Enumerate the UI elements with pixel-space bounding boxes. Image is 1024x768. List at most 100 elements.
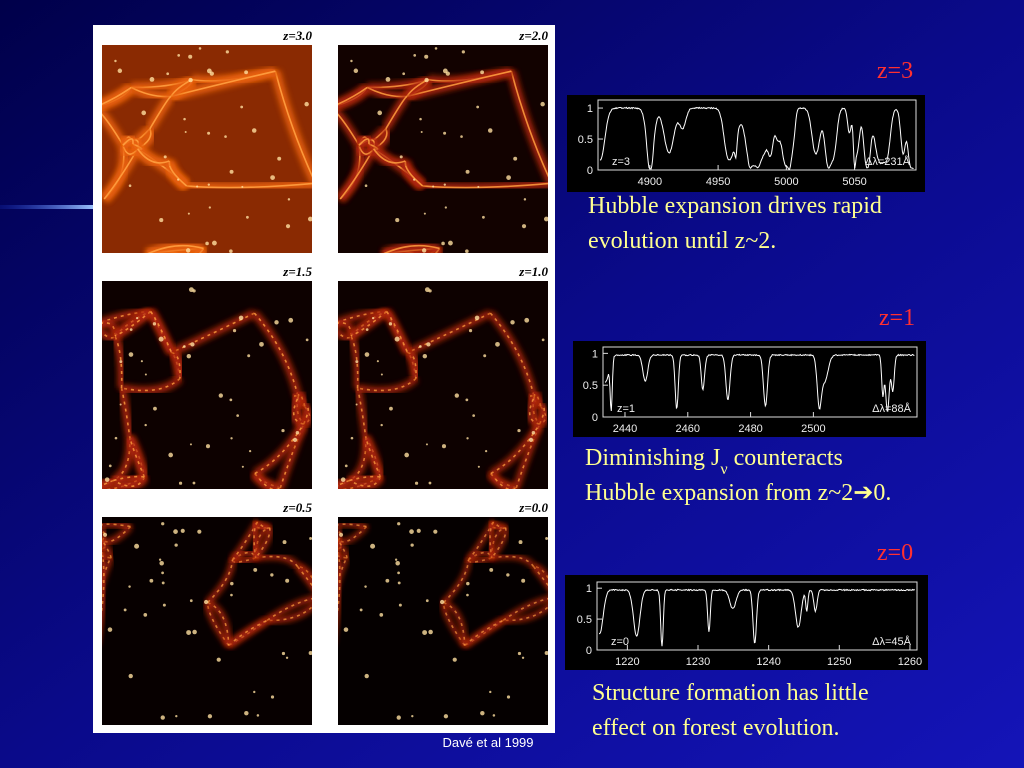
halo	[281, 428, 285, 433]
filament-core	[407, 312, 491, 354]
halo	[409, 529, 414, 534]
halo	[178, 481, 183, 485]
x-tick-label: 4900	[638, 176, 662, 188]
halo	[161, 571, 164, 575]
filament-core	[422, 182, 548, 189]
halo	[196, 185, 199, 188]
halo	[229, 169, 234, 174]
halo	[160, 715, 165, 720]
halo	[443, 183, 446, 186]
halo	[396, 715, 401, 720]
filament-core	[255, 555, 299, 568]
filament-core	[538, 405, 545, 425]
halo	[439, 599, 445, 605]
halo	[454, 393, 460, 398]
y-tick-label: 0	[587, 165, 593, 177]
halo	[159, 560, 164, 566]
halo	[489, 567, 494, 572]
halo	[180, 528, 185, 533]
halo	[123, 608, 127, 612]
halo	[380, 373, 383, 376]
halo	[466, 581, 470, 586]
y-tick-label: 1	[586, 583, 592, 595]
spectrum-redshift: z=3	[877, 58, 913, 84]
halo	[340, 477, 346, 482]
filament-core	[407, 351, 417, 379]
filament-core	[443, 559, 470, 604]
halo	[270, 175, 275, 180]
y-tick-label: 1	[592, 348, 598, 360]
filament-core	[406, 70, 512, 98]
filament-glow	[265, 595, 312, 623]
panel-label: z=1.5	[282, 264, 312, 279]
halo	[205, 444, 211, 449]
halo	[419, 117, 422, 121]
caption-text: ν	[720, 461, 727, 478]
halo	[380, 423, 383, 427]
caption-text: counteracts	[728, 445, 843, 471]
filament-core	[338, 526, 368, 543]
filament-core	[102, 549, 111, 559]
halo	[474, 315, 480, 321]
halo	[489, 690, 492, 694]
halo	[389, 406, 393, 411]
inner-redshift: z=1	[617, 403, 635, 415]
halo	[285, 656, 289, 659]
halo	[188, 54, 193, 59]
halo	[184, 130, 187, 133]
halo	[433, 529, 438, 534]
halo	[414, 481, 419, 485]
halo	[244, 710, 249, 716]
halo	[186, 353, 192, 359]
halo	[230, 581, 234, 586]
filament-core	[358, 138, 370, 146]
filament-core	[442, 602, 466, 646]
halo	[428, 481, 432, 485]
halo	[350, 59, 353, 63]
halo	[292, 437, 298, 442]
halo	[282, 540, 287, 545]
halo	[476, 105, 480, 109]
halo	[163, 155, 167, 159]
y-tick-label: 0.5	[577, 614, 592, 626]
caption-text: 0.	[873, 480, 891, 506]
caption-text: Hubble expansion from z~2	[585, 480, 853, 506]
halo	[364, 184, 368, 188]
halo	[161, 522, 165, 526]
halo	[144, 373, 147, 376]
x-tick-label: 1260	[898, 656, 922, 668]
halo	[308, 650, 312, 655]
halo	[388, 322, 393, 326]
filament-glow	[349, 308, 389, 340]
halo	[192, 481, 196, 485]
halo	[295, 430, 300, 435]
halo	[461, 50, 465, 54]
filament-core	[279, 423, 305, 489]
filament-core	[149, 95, 172, 130]
halo	[183, 345, 186, 348]
halo	[517, 651, 522, 656]
filament-core	[338, 549, 347, 559]
halo	[482, 215, 485, 219]
halo	[285, 224, 291, 229]
halo	[188, 287, 194, 293]
halo	[395, 218, 400, 223]
halo	[281, 651, 286, 656]
filament-core	[102, 523, 131, 528]
halo	[517, 428, 521, 433]
halo	[149, 77, 155, 82]
halo	[353, 68, 359, 74]
halo	[518, 540, 523, 545]
panel-label: z=2.0	[518, 28, 548, 43]
filament-core	[297, 393, 306, 408]
x-tick-label: 5000	[774, 176, 798, 188]
halo	[343, 627, 349, 632]
caption-text: ➔	[853, 480, 873, 506]
filament-core	[356, 387, 367, 438]
halo	[108, 464, 112, 468]
simulation-image	[102, 517, 312, 725]
halo	[183, 117, 186, 121]
filament-core	[102, 86, 132, 105]
filament-core	[464, 619, 504, 647]
filament-core	[254, 472, 281, 489]
